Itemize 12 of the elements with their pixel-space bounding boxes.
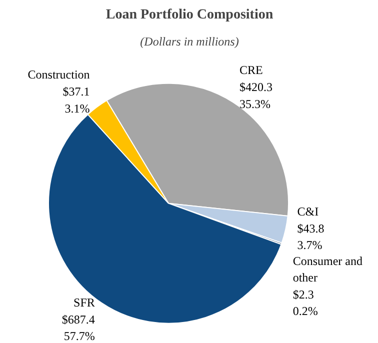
data-label: $2.3 0.2% <box>292 287 318 318</box>
slice-label: Consumer and other <box>292 254 362 285</box>
chart-title: Loan Portfolio Composition <box>106 8 274 22</box>
data-label: $37.1 3.1% <box>62 84 90 116</box>
data-label: $43.8 3.7% <box>297 221 324 252</box>
slice-label: CRE <box>239 63 263 78</box>
slice-label: C&I <box>297 204 319 219</box>
chart-subtitle: (Dollars in millions) <box>140 34 239 48</box>
slice-label: SFR <box>74 296 95 310</box>
slice-label: Construction <box>28 68 90 82</box>
data-label: $420.3 35.3% <box>239 80 272 111</box>
data-label: $687.4 57.7% <box>62 312 95 343</box>
